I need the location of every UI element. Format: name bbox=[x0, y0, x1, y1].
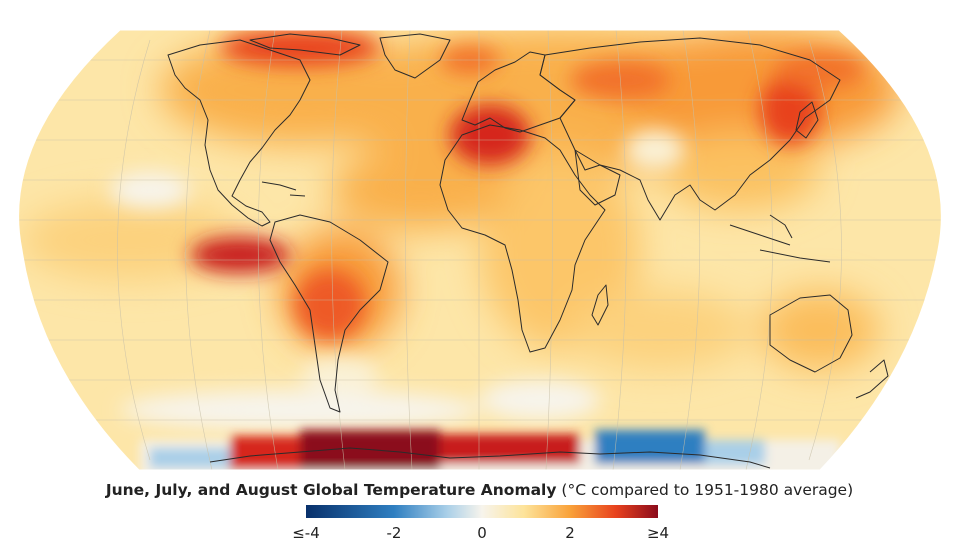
graticule bbox=[18, 30, 942, 470]
map-title: June, July, and August Global Temperatur… bbox=[0, 481, 959, 499]
coast-north-america bbox=[167, 39, 311, 227]
legend-tick-label: ≤-4 bbox=[292, 524, 320, 542]
legend-gradient bbox=[306, 505, 658, 518]
coast-madagascar bbox=[591, 284, 609, 326]
map-title-main: June, July, and August Global Temperatur… bbox=[105, 481, 557, 499]
coast-indonesia bbox=[729, 214, 831, 263]
coastlines bbox=[167, 33, 889, 469]
coast-australia bbox=[769, 294, 853, 373]
coast-africa bbox=[439, 124, 606, 353]
legend-colorbar bbox=[306, 505, 658, 518]
coast-arctic-islands bbox=[249, 33, 361, 56]
coast-japan bbox=[795, 101, 819, 139]
coast-arabia bbox=[574, 149, 621, 206]
coast-new-zealand bbox=[855, 359, 889, 399]
globe-outline bbox=[18, 29, 942, 471]
legend-tick-label: 0 bbox=[477, 524, 487, 542]
coast-south-america bbox=[269, 214, 389, 413]
legend-tick-label: -2 bbox=[386, 524, 402, 542]
legend-tick-label: 2 bbox=[565, 524, 575, 542]
map-svg bbox=[18, 29, 942, 471]
coast-greenland bbox=[379, 33, 451, 79]
map-title-sub: (°C compared to 1951-1980 average) bbox=[561, 481, 854, 499]
coast-asia bbox=[539, 37, 841, 221]
coast-antarctica bbox=[209, 447, 771, 469]
anomaly-field bbox=[18, 30, 942, 470]
coast-caribbean bbox=[261, 181, 306, 197]
legend-tick-label: ≥4 bbox=[646, 524, 670, 542]
temperature-anomaly-map bbox=[18, 29, 942, 471]
